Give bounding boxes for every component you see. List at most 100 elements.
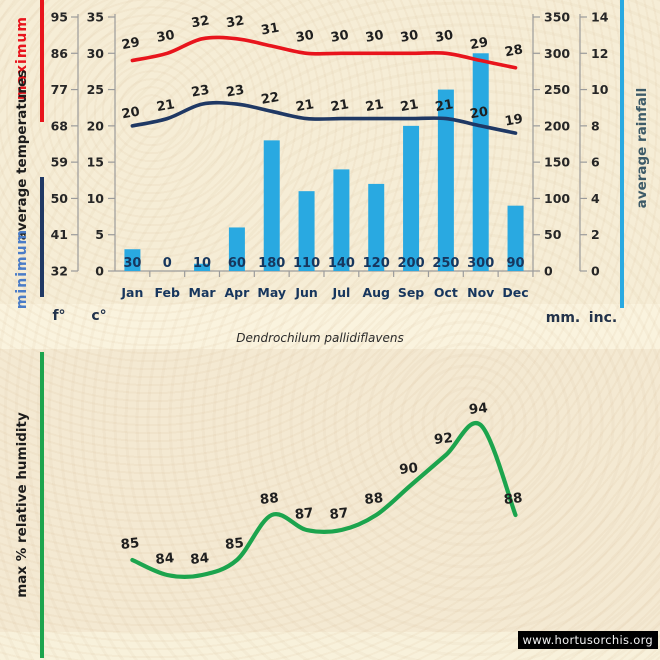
fahrenheit-tick-label: 77 (51, 82, 68, 97)
month-label: Oct (434, 285, 458, 300)
humidity-value-label: 88 (364, 490, 384, 508)
celsius-tick-label: 5 (95, 227, 104, 242)
rainfall-value-label: 110 (293, 256, 320, 271)
max-temp-value-label: 30 (399, 28, 419, 46)
rainfall-bar-Nov (473, 53, 489, 271)
max-temp-value-label: 30 (364, 28, 384, 46)
rainfall-bar-May (264, 140, 280, 271)
celsius-tick-label: 10 (87, 191, 105, 206)
min-temp-value-label: 20 (469, 104, 489, 122)
min-temp-value-label: 21 (364, 97, 384, 115)
celsius-tick-label: 30 (87, 46, 105, 61)
min-temp-value-label: 22 (260, 90, 280, 108)
fahrenheit-tick-label: 50 (51, 191, 69, 206)
fahrenheit-tick-label: 68 (51, 118, 68, 133)
rainfall-bar-Sep (403, 126, 419, 271)
max-temperature-line (132, 37, 515, 67)
inches-tick-label: 8 (591, 118, 600, 133)
celsius-tick-label: 25 (87, 82, 104, 97)
month-label: Aug (362, 285, 390, 300)
max-temp-value-label: 32 (225, 13, 245, 31)
mm-tick-label: 200 (544, 118, 570, 133)
humidity-value-label: 94 (468, 400, 488, 418)
humidity-chart: 85 84 84 85 88 87 87 88 90 92 94 88 (0, 350, 660, 660)
mm-tick-label: 300 (544, 46, 570, 61)
celsius-tick-label: 0 (95, 264, 104, 279)
min-temp-value-label: 19 (504, 112, 524, 130)
min-temp-value-label: 21 (155, 97, 175, 115)
month-label: May (257, 285, 286, 300)
rainfall-value-label: 200 (397, 256, 424, 271)
month-label: Nov (467, 285, 494, 300)
inches-tick-label: 6 (591, 155, 600, 170)
celsius-tick-label: 20 (87, 118, 105, 133)
humidity-value-label: 84 (155, 550, 175, 568)
humidity-value-label: 84 (189, 550, 209, 568)
min-temp-value-label: 21 (295, 97, 315, 115)
species-title: Dendrochilum pallidiflavens (120, 331, 520, 345)
month-label: Jan (120, 285, 143, 300)
rainfall-value-label: 60 (228, 256, 246, 271)
min-temperature-line (132, 103, 515, 133)
rainfall-value-label: 300 (467, 256, 494, 271)
rainfall-value-label: 10 (193, 256, 211, 271)
fahrenheit-tick-label: 59 (51, 155, 68, 170)
mm-tick-label: 250 (544, 82, 570, 97)
inches-tick-label: 0 (591, 264, 600, 279)
max-temp-value-label: 30 (295, 28, 315, 46)
inches-tick-label: 12 (591, 46, 608, 61)
climate-chart-page: maximum average temperatures minimum ave… (0, 0, 660, 660)
month-label: Apr (225, 285, 251, 300)
humidity-value-label: 85 (224, 535, 244, 553)
inches-tick-label: 4 (591, 191, 600, 206)
min-temp-value-label: 21 (434, 97, 454, 115)
month-label: Jun (294, 285, 317, 300)
max-temp-value-label: 29 (121, 35, 141, 53)
humidity-value-label: 92 (433, 430, 453, 448)
rainfall-value-label: 140 (328, 256, 355, 271)
fahrenheit-tick-label: 95 (51, 10, 68, 25)
rainfall-value-label: 30 (123, 256, 141, 271)
celsius-tick-label: 35 (87, 10, 104, 25)
month-label: Mar (189, 285, 217, 300)
humidity-value-label: 88 (503, 490, 523, 508)
temperature-rainfall-chart: 9586776859504132353025201510503503002502… (0, 0, 660, 330)
inches-tick-label: 2 (591, 227, 600, 242)
month-label: Sep (398, 285, 424, 300)
max-temp-value-label: 29 (469, 35, 489, 53)
min-temp-value-label: 20 (121, 104, 141, 122)
min-temp-value-label: 21 (330, 97, 350, 115)
rainfall-value-label: 120 (363, 256, 390, 271)
rainfall-value-label: 180 (258, 256, 285, 271)
humidity-value-label: 90 (398, 460, 418, 478)
rainfall-bars (124, 53, 523, 271)
fahrenheit-tick-label: 86 (51, 46, 69, 61)
rainfall-value-label: 250 (432, 256, 459, 271)
celsius-tick-label: 15 (87, 155, 104, 170)
max-temp-value-label: 30 (330, 28, 350, 46)
min-temp-value-label: 23 (190, 83, 210, 101)
min-temp-value-label: 21 (399, 97, 419, 115)
humidity-value-label: 88 (259, 490, 279, 508)
humidity-value-label: 87 (329, 505, 349, 523)
mm-tick-label: 0 (544, 264, 553, 279)
max-temp-value-label: 30 (434, 28, 454, 46)
month-label: Dec (502, 285, 528, 300)
fahrenheit-tick-label: 41 (51, 227, 68, 242)
max-temp-value-label: 31 (260, 21, 280, 39)
inches-tick-label: 10 (591, 82, 609, 97)
max-temp-value-label: 28 (504, 42, 524, 60)
rainfall-value-label: 0 (163, 256, 172, 271)
mm-tick-label: 350 (544, 10, 570, 25)
max-temp-value-label: 32 (190, 13, 210, 31)
mm-tick-label: 150 (544, 155, 570, 170)
humidity-value-label: 85 (120, 535, 140, 553)
month-label: Jul (331, 285, 350, 300)
website-watermark: www.hortusorchis.org (518, 631, 658, 649)
mm-tick-label: 50 (544, 227, 562, 242)
month-label: Feb (155, 285, 181, 300)
fahrenheit-tick-label: 32 (51, 264, 68, 279)
mm-tick-label: 100 (544, 191, 570, 206)
humidity-value-label: 87 (294, 505, 314, 523)
max-temp-value-label: 30 (155, 28, 175, 46)
